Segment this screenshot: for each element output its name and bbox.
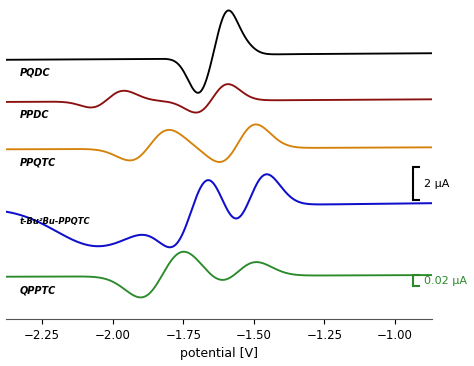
Text: 0.02 μA: 0.02 μA [425, 276, 467, 285]
X-axis label: potential [V]: potential [V] [180, 347, 257, 361]
Text: PPDC: PPDC [19, 110, 49, 120]
Text: QPPTC: QPPTC [19, 285, 56, 295]
Text: 2 μA: 2 μA [425, 179, 450, 188]
Text: PQDC: PQDC [19, 68, 50, 78]
Text: PPQTC: PPQTC [19, 158, 56, 168]
Text: t-Bu²Bu-PPQTC: t-Bu²Bu-PPQTC [19, 217, 90, 227]
